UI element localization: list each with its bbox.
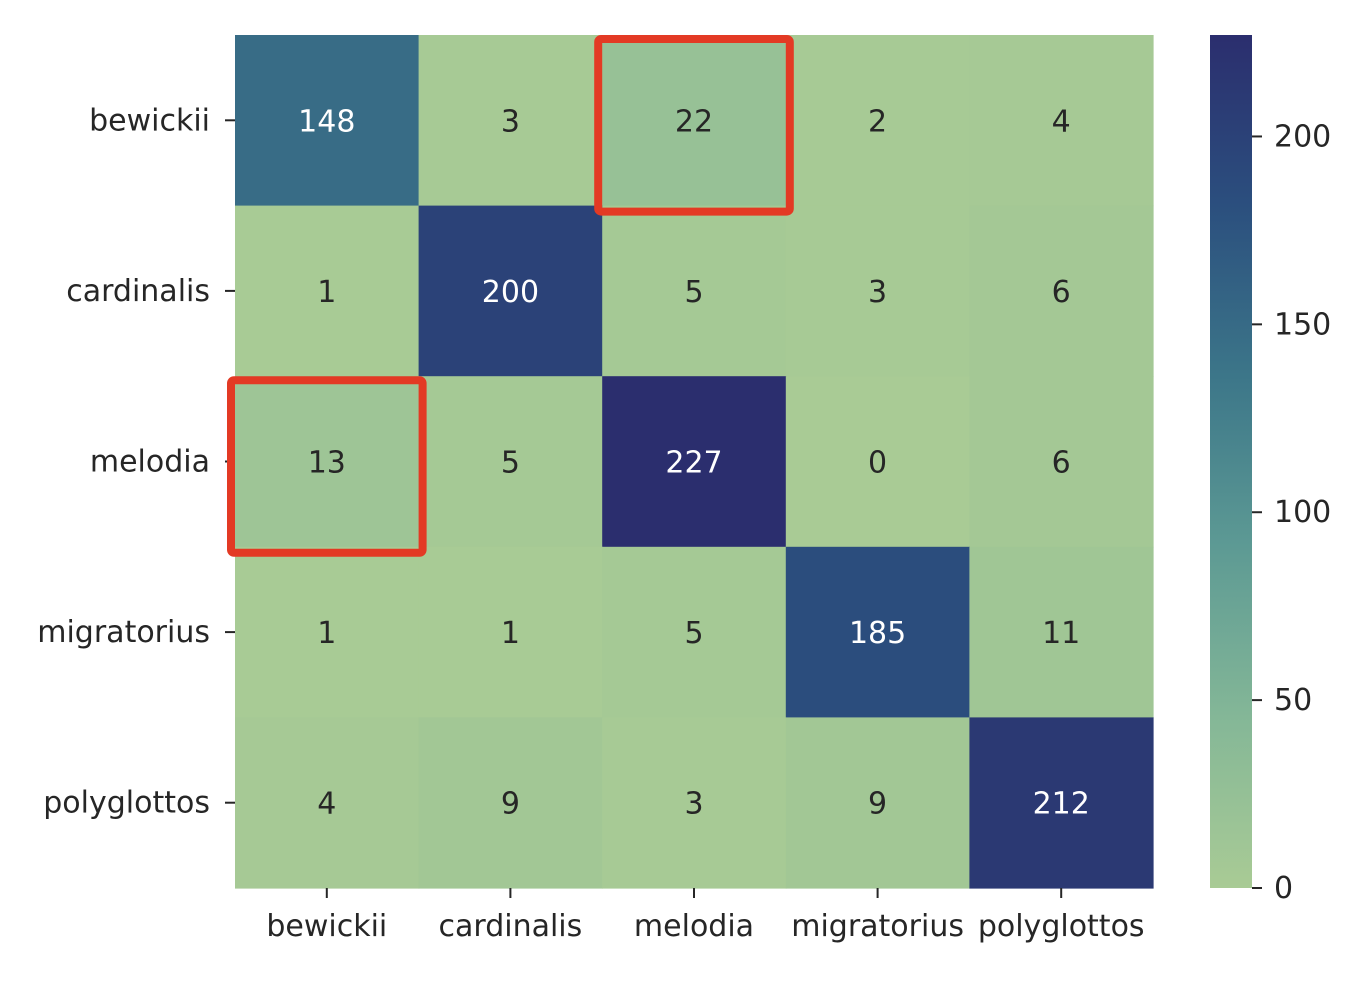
heatmap-cell — [785, 35, 970, 207]
cell-value-label: 3 — [501, 104, 520, 139]
heatmap-cell — [235, 35, 420, 207]
heatmap-cell — [969, 376, 1154, 548]
cell-value-label: 13 — [308, 446, 346, 481]
cell-value-label: 2 — [868, 104, 887, 139]
y-tick-label: migratorius — [37, 615, 210, 650]
cell-value-label: 9 — [501, 787, 520, 822]
heatmap-cell — [602, 717, 787, 889]
heatmap-cell — [418, 205, 603, 377]
cell-value-label: 1 — [317, 616, 336, 651]
x-tick-label: melodia — [634, 909, 754, 944]
cell-value-label: 22 — [675, 104, 713, 139]
y-tick-label: cardinalis — [66, 274, 210, 309]
heatmap-cell — [969, 546, 1154, 718]
heatmap-cell — [235, 376, 420, 548]
heatmap-cell — [235, 717, 420, 889]
highlight-box — [594, 35, 794, 216]
x-tick-label: migratorius — [791, 909, 964, 944]
x-tick-label: bewickii — [266, 909, 387, 944]
heatmap-cell — [785, 546, 970, 718]
cell-value-label: 212 — [1033, 787, 1090, 822]
cell-value-label: 5 — [501, 446, 520, 481]
heatmap-cell — [602, 546, 787, 718]
cell-value-label: 4 — [1052, 104, 1071, 139]
colorbar-gradient — [1210, 35, 1252, 888]
heatmap-cell — [602, 35, 787, 207]
y-axis: bewickii cardinalis melodia migratorius poly… — [37, 103, 235, 821]
cell-value-label: 11 — [1042, 616, 1080, 651]
highlight-boxes — [227, 35, 794, 557]
cell-value-label: 148 — [298, 104, 355, 139]
heatmap-cell — [418, 376, 603, 548]
cell-value-label: 0 — [868, 446, 887, 481]
heatmap-cell — [602, 376, 787, 548]
cell-value-label: 5 — [684, 616, 703, 651]
heatmap-cell-labels: 148 3 22 2 41 200 5 3 613 5 227 0 61 1 5 185 114 9 3 9 212 — [298, 104, 1090, 821]
y-tick-label: polyglottos — [43, 786, 210, 821]
cell-value-label: 6 — [1052, 446, 1071, 481]
heatmap-cell — [969, 35, 1154, 207]
colorbar-tick-label: 0 — [1274, 871, 1293, 906]
cell-value-label: 185 — [849, 616, 906, 651]
heatmap-cell — [418, 546, 603, 718]
cell-value-label: 1 — [501, 616, 520, 651]
heatmap-cell — [235, 546, 420, 718]
cell-value-label: 4 — [317, 787, 336, 822]
x-axis: bewickii cardinalis melodia migratorius poly… — [266, 888, 1145, 944]
colorbar-tick-label: 200 — [1274, 119, 1331, 154]
heatmap-cell — [418, 717, 603, 889]
y-tick-label: bewickii — [89, 103, 210, 138]
heatmap-cells — [235, 35, 1154, 889]
colorbar-tick-label: 100 — [1274, 495, 1331, 530]
heatmap-cell — [235, 205, 420, 377]
heatmap-cell — [418, 35, 603, 207]
cell-value-label: 3 — [868, 275, 887, 310]
cell-value-label: 200 — [482, 275, 539, 310]
highlight-box — [227, 376, 427, 557]
colorbar-tick-label: 50 — [1274, 683, 1312, 718]
cell-value-label: 5 — [684, 275, 703, 310]
cell-value-label: 227 — [665, 446, 722, 481]
y-tick-label: melodia — [90, 445, 210, 480]
cell-value-label: 3 — [684, 787, 703, 822]
heatmap-cell — [969, 717, 1154, 889]
heatmap-cell — [602, 205, 787, 377]
heatmap-cell — [969, 205, 1154, 377]
x-tick-label: polyglottos — [978, 909, 1145, 944]
x-tick-label: cardinalis — [439, 909, 583, 944]
cell-value-label: 6 — [1052, 275, 1071, 310]
cell-value-label: 1 — [317, 275, 336, 310]
heatmap-cell — [785, 717, 970, 889]
colorbar-tick-label: 150 — [1274, 307, 1331, 342]
colorbar: 0 50 100 150 200 — [1210, 35, 1331, 906]
cell-value-label: 9 — [868, 787, 887, 822]
heatmap-cell — [785, 205, 970, 377]
heatmap-cell — [785, 376, 970, 548]
